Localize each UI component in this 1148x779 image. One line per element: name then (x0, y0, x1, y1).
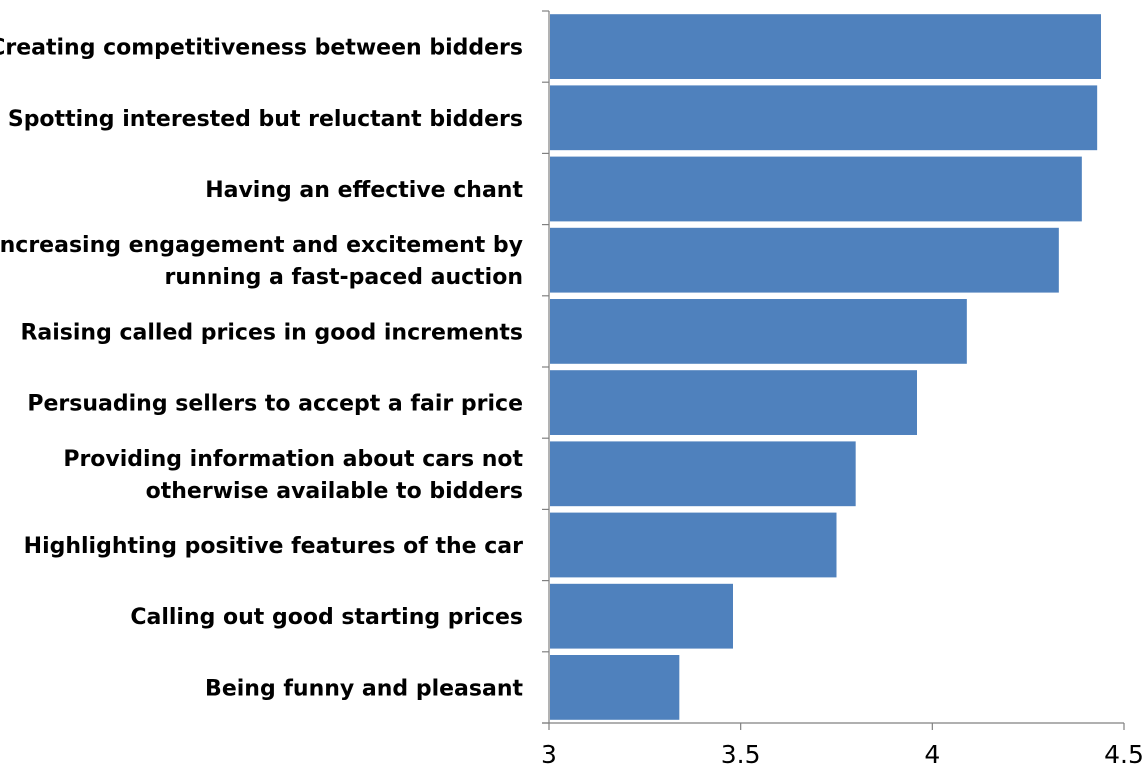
bar-7 (550, 441, 856, 507)
bar-1 (550, 14, 1101, 79)
bar-10 (550, 655, 680, 720)
category-label: Calling out good starting prices (130, 605, 523, 630)
x-tick-label: 4 (924, 740, 940, 769)
bar-5 (550, 299, 967, 364)
category-labels: Creating competitiveness between bidders… (0, 36, 523, 702)
category-label: Increasing engagement and excitement by r… (0, 233, 523, 290)
category-label: Spotting interested but reluctant bidder… (8, 107, 523, 132)
category-label: Highlighting positive features of the ca… (24, 534, 523, 559)
category-label: Raising called prices in good increments (20, 320, 523, 345)
bar-2 (550, 85, 1098, 151)
category-label: Having an effective chant (205, 178, 523, 203)
x-tick-label: 3.5 (721, 740, 761, 769)
bar-9 (550, 583, 733, 649)
x-tick-label: 4.5 (1104, 740, 1144, 769)
bar-8 (550, 512, 837, 578)
bar-6 (550, 370, 917, 435)
bars-layer (550, 14, 1101, 720)
category-label: Persuading sellers to accept a fair pric… (27, 392, 523, 417)
axes (542, 10, 1125, 730)
category-label: Providing information about cars not othe… (63, 447, 523, 504)
category-label: Being funny and pleasant (205, 676, 523, 701)
bar-3 (550, 156, 1082, 222)
bar-4 (550, 227, 1059, 293)
x-axis-tick-labels: 3 3.5 4 4.5 (541, 740, 1144, 769)
category-label: Creating competitiveness between bidders (0, 36, 523, 61)
x-tick-label: 3 (541, 740, 557, 769)
